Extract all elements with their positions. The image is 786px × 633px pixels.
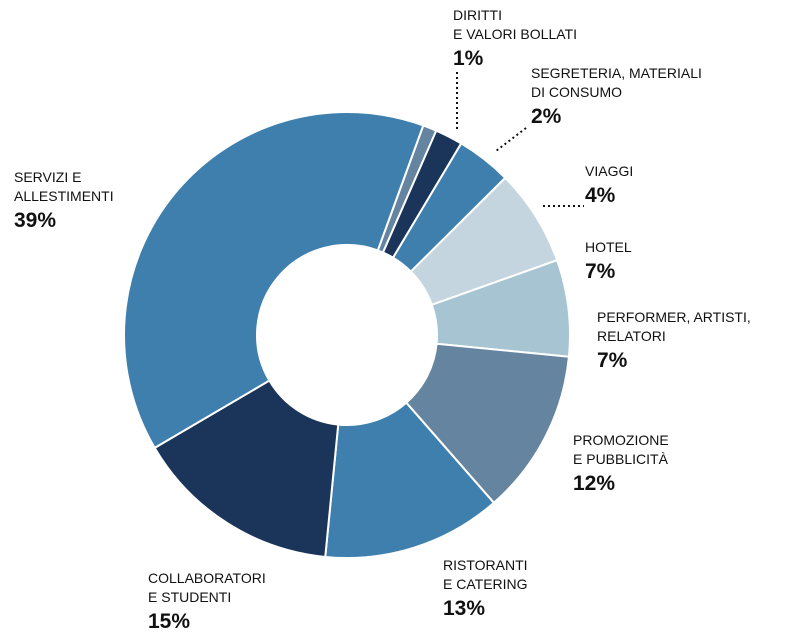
slice-label: ALLESTIMENTI <box>14 188 114 204</box>
slice-label: SERVIZI E <box>14 169 81 185</box>
slice-value-label: 2% <box>531 105 562 128</box>
slice-label: DI CONSUMO <box>531 84 622 100</box>
slice-value-label: 1% <box>453 47 484 70</box>
slice-label: PROMOZIONE <box>573 432 669 448</box>
slice-label: E STUDENTI <box>148 589 231 605</box>
slice-label: VIAGGI <box>585 163 633 179</box>
leader-line <box>495 127 527 152</box>
slice-value-label: 12% <box>573 472 615 495</box>
slice-label: PERFORMER, ARTISTI, <box>597 309 751 325</box>
slice-label: E CATERING <box>443 576 528 592</box>
slice-value-label: 39% <box>14 209 56 232</box>
slice-label: E PUBBLICITÀ <box>573 451 669 467</box>
slice-value-label: 7% <box>585 260 616 283</box>
donut-slice <box>123 111 425 450</box>
slice-label: COLLABORATORI <box>148 570 266 586</box>
slice-label: SEGRETERIA, MATERIALI <box>531 65 702 81</box>
donut-slice <box>404 342 571 505</box>
slice-label: RELATORI <box>597 328 666 344</box>
slice-label: E VALORI BOLLATI <box>453 26 577 42</box>
slice-value-label: 15% <box>148 610 190 633</box>
donut-slice <box>153 379 340 559</box>
slice-value-label: 4% <box>585 184 616 207</box>
slice-value-label: 7% <box>597 349 628 372</box>
slice-value-label: 13% <box>443 597 485 620</box>
donut-slice <box>324 401 496 559</box>
slice-label: HOTEL <box>585 239 632 255</box>
slice-label: RISTORANTI <box>443 557 528 573</box>
slice-label: DIRITTI <box>453 7 502 23</box>
